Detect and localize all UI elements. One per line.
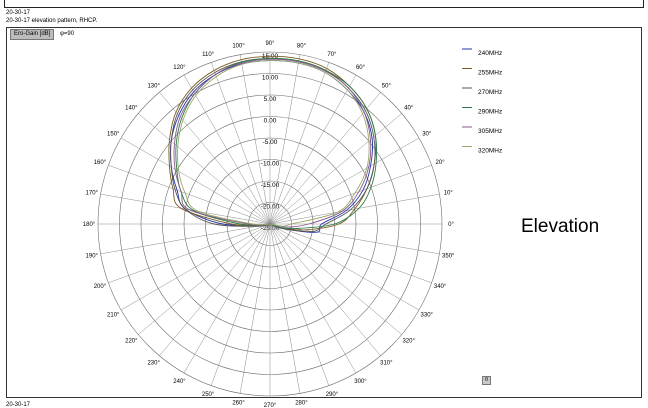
page-title: 20-30-17 elevation pattern, RHCP.: [6, 18, 98, 24]
legend-entry: 255MHz: [478, 70, 502, 77]
angle-tick-label: 10°: [444, 191, 454, 197]
grid-spoke: [138, 113, 271, 225]
angle-tick-label: 350°: [442, 253, 455, 259]
angle-tick-label: 200°: [94, 284, 107, 290]
grid-spoke: [269, 62, 330, 225]
angle-tick-label: 280°: [295, 400, 308, 406]
grid-spoke: [269, 223, 440, 255]
angle-tick-label: 290°: [326, 392, 339, 398]
plot-frame: [6, 27, 642, 398]
polar-grid: 15.0010.005.000.00-5.00-10.00-15.00-20.0…: [83, 41, 455, 408]
angle-tick-label: 300°: [354, 379, 367, 385]
angle-tick-label: 170°: [86, 191, 99, 197]
angle-tick-label: 70°: [327, 52, 337, 58]
legend-entry: 305MHz: [478, 128, 502, 135]
phi-label: φ=90: [60, 31, 75, 37]
angle-tick-label: 160°: [94, 160, 107, 166]
grid-spoke: [108, 223, 271, 284]
series-line-320MHz: [177, 60, 370, 227]
legend-entry: 240MHz: [478, 50, 502, 57]
grid-spoke: [183, 74, 271, 225]
grid-spoke: [210, 62, 271, 225]
angle-tick-label: 270°: [264, 403, 277, 408]
grid-spoke: [269, 223, 420, 311]
top-frame: [4, 0, 644, 8]
grid-spoke: [269, 223, 357, 374]
angle-tick-label: 240°: [173, 379, 186, 385]
angle-tick-label: 60°: [356, 65, 366, 71]
angle-tick-label: 0°: [448, 222, 454, 228]
angle-tick-label: 340°: [434, 284, 447, 290]
theta-button[interactable]: θ: [482, 376, 491, 385]
angle-tick-label: 140°: [125, 106, 138, 112]
grid-spoke: [100, 223, 271, 255]
grid-spoke: [269, 164, 432, 225]
angle-tick-label: 220°: [125, 338, 138, 344]
grid-spoke: [120, 137, 271, 225]
grid-spoke: [269, 223, 330, 386]
angle-tick-label: 250°: [202, 392, 215, 398]
grid-spoke: [108, 164, 271, 225]
grid-spoke: [269, 54, 301, 225]
grid-spoke: [269, 74, 357, 225]
angle-tick-label: 40°: [404, 106, 414, 112]
grid-spoke: [239, 54, 271, 225]
angle-tick-label: 180°: [83, 222, 96, 228]
angle-tick-label: 20°: [436, 160, 446, 166]
angle-tick-label: 30°: [422, 132, 432, 138]
angle-tick-label: 50°: [382, 83, 392, 89]
grid-spoke: [269, 223, 432, 284]
angle-tick-label: 190°: [86, 253, 99, 259]
legend-entry: 270MHz: [478, 89, 502, 96]
grid-spoke: [120, 223, 271, 311]
grid-spoke: [269, 92, 381, 225]
legend-entry: 320MHz: [478, 148, 502, 155]
grid-spoke: [159, 223, 271, 356]
bottom-caption: 20-30-17: [6, 402, 31, 408]
angle-tick-label: 230°: [147, 361, 160, 367]
angle-tick-label: 110°: [202, 52, 215, 58]
grid-spoke: [269, 223, 301, 394]
page-title-short: 20-30-17: [6, 10, 31, 16]
angle-tick-label: 320°: [402, 338, 415, 344]
gain-unit-button[interactable]: Ero-Gain [dB]: [10, 29, 55, 40]
legend-entry: 290MHz: [478, 109, 502, 116]
elevation-label: Elevation: [521, 216, 600, 237]
angle-tick-label: 120°: [173, 65, 186, 71]
grid-spoke: [269, 223, 381, 356]
grid-spoke: [159, 92, 271, 225]
legend: 240MHz 255MHz 270MHz 290MHz 305MHz 320MHz: [462, 48, 502, 155]
angle-tick-label: 130°: [147, 83, 160, 89]
angle-tick-label: 100°: [232, 44, 245, 50]
angle-tick-label: 150°: [107, 132, 120, 138]
angle-tick-label: 210°: [107, 313, 120, 319]
angle-tick-label: 310°: [380, 361, 393, 367]
angle-tick-label: 90°: [265, 41, 275, 47]
grid-spoke: [269, 223, 402, 335]
pattern-curves: [168, 55, 378, 233]
angle-tick-label: 330°: [421, 313, 434, 319]
grid-spoke: [269, 137, 420, 225]
angle-tick-label: 260°: [232, 400, 245, 406]
grid-spoke: [138, 223, 271, 335]
angle-tick-label: 80°: [297, 44, 307, 50]
grid-spoke: [183, 223, 271, 374]
grid-spoke: [239, 223, 271, 394]
grid-spoke: [210, 223, 271, 386]
grid-spoke: [269, 113, 402, 225]
